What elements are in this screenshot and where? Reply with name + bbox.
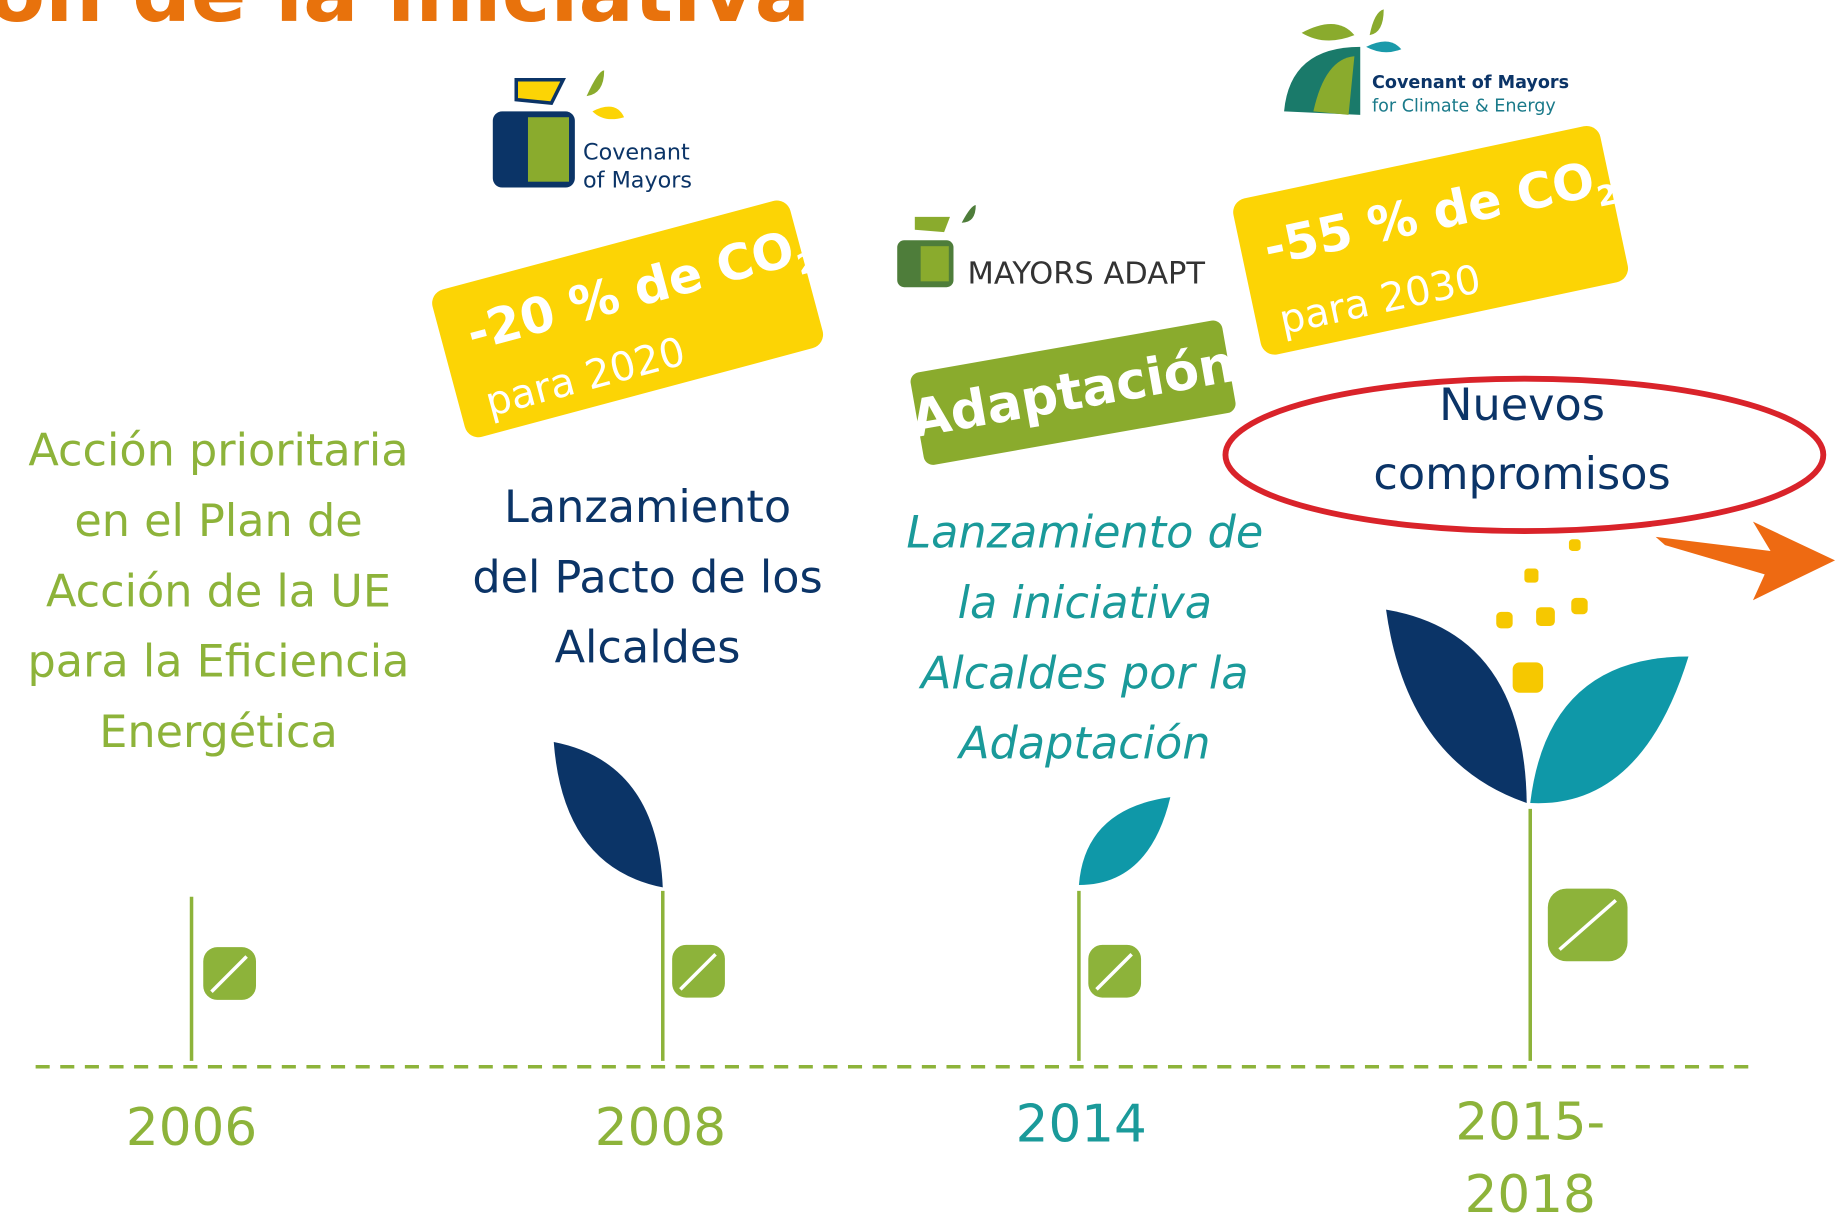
stems [192,809,1531,1061]
leaf [1079,797,1170,885]
logo-text: of Mayors [583,168,692,194]
milestone-text: Adaptación [956,718,1210,770]
slide: ón de la iniciativa Nuevos compromisos -… [0,0,1839,1225]
leaf-icons [203,889,1627,1000]
badge: -55 % de CO2 para 2030 [1231,122,1635,357]
page: ón de la iniciativa Nuevos compromisos -… [0,0,1839,1225]
milestone-text: Alcaldes [555,622,741,674]
logo: Covenant of Mayors [493,70,692,193]
logo: Covenant of Mayors for Climate & Energy [1284,9,1569,116]
milestone-text: en el Plan de [74,495,362,547]
arrow [1656,522,1835,601]
logo: MAYORS ADAPT [897,205,1205,292]
callout-text: compromisos [1373,448,1670,500]
milestone-text: del Pacto de los [472,551,822,603]
badge: Adaptación [903,318,1243,467]
year-label: 2018 [1465,1165,1596,1225]
milestone-text: Acción prioritaria [28,425,408,477]
milestone-text: la iniciativa [958,577,1212,629]
leaf [554,742,663,887]
logo-text: MAYORS ADAPT [968,257,1206,292]
leaf-veins [211,900,1615,991]
year-label: 2015- [1455,1092,1605,1152]
seeds [1496,539,1587,693]
milestone-text: Acción de la UE [46,565,391,617]
year-label: 2014 [1016,1095,1147,1155]
milestone-text: Energética [99,706,338,758]
year-label: 2006 [126,1098,257,1158]
logo-text: Covenant [583,139,690,165]
logo-text: for Climate & Energy [1372,96,1556,116]
milestone-text: Lanzamiento de [906,507,1263,559]
petal [1386,610,1527,803]
petal [1530,656,1688,803]
year-label: 2008 [595,1098,726,1158]
callout-text: Nuevos [1439,379,1605,431]
slide-title: ón de la iniciativa [0,0,810,41]
milestone-text: para la Eficiencia [28,636,410,688]
badge: -20 % de CO2 para 2020 [429,194,838,440]
milestone-text: Lanzamiento [504,481,791,533]
logo-text: Covenant of Mayors [1372,73,1569,93]
milestone-text: Alcaldes por la [918,647,1249,699]
